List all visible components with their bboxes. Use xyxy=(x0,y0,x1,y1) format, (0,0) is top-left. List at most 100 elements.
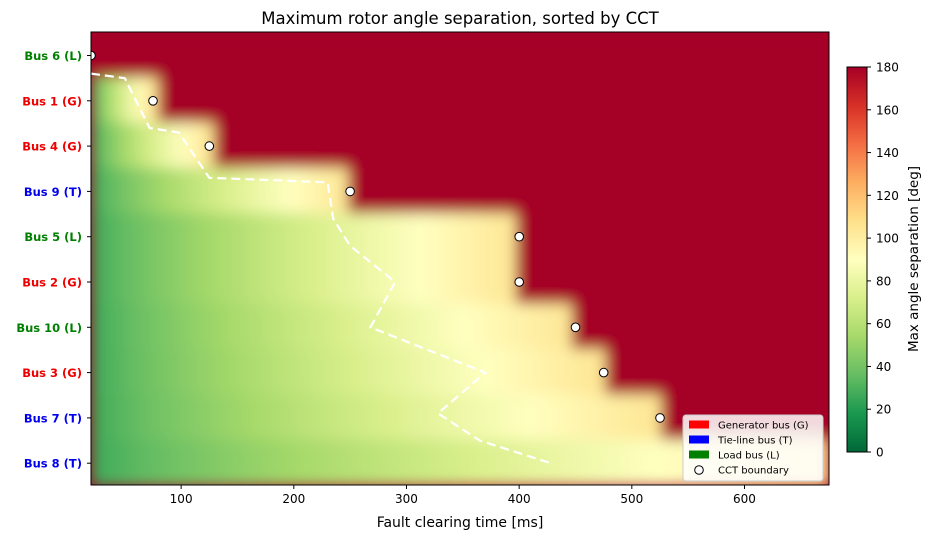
heat-cell xyxy=(214,394,226,442)
heat-cell xyxy=(638,167,651,216)
heat-cell xyxy=(504,77,517,125)
heat-cell xyxy=(348,32,360,80)
heat-cell xyxy=(739,77,752,125)
heat-cell xyxy=(135,32,148,80)
heat-cell xyxy=(214,348,226,397)
heat-cell xyxy=(269,303,282,351)
y-tick-label: Bus 4 (G) xyxy=(22,140,82,154)
heat-cell xyxy=(694,258,707,306)
heat-cell xyxy=(359,439,372,485)
heat-cell xyxy=(694,77,707,125)
heat-cell xyxy=(706,258,718,306)
heat-cell xyxy=(158,122,170,170)
heat-cell xyxy=(102,167,114,216)
heat-cell xyxy=(102,348,114,397)
heat-cell xyxy=(392,258,405,306)
heat-cell xyxy=(706,122,718,170)
heat-cell xyxy=(158,258,170,306)
heat-cell xyxy=(538,32,551,80)
heat-cell xyxy=(616,77,629,125)
heat-cell xyxy=(135,258,148,306)
heat-cell xyxy=(146,348,159,397)
heat-cell xyxy=(415,258,428,306)
heat-cell xyxy=(515,167,528,216)
heat-cell xyxy=(381,213,394,261)
heat-cell xyxy=(146,32,159,80)
heat-cell xyxy=(359,32,372,80)
heat-cell xyxy=(202,348,215,397)
heat-cell xyxy=(482,439,495,485)
heat-cell xyxy=(225,439,237,485)
heat-cell xyxy=(381,439,394,485)
heat-cell xyxy=(806,303,819,351)
heat-cell xyxy=(404,167,416,216)
heat-cell xyxy=(337,122,349,170)
heat-cell xyxy=(113,394,126,442)
heat-cell xyxy=(605,348,618,397)
heat-cell xyxy=(281,77,293,125)
heat-cell xyxy=(460,394,472,442)
heat-cell xyxy=(426,167,439,216)
heat-cell xyxy=(325,122,338,170)
heat-cell xyxy=(806,32,819,80)
heat-cell xyxy=(683,167,696,216)
y-tick-label: Bus 5 (L) xyxy=(24,230,82,244)
heat-cell xyxy=(191,32,204,80)
heat-cell xyxy=(370,394,383,442)
colorbar-tick-label: 100 xyxy=(876,232,899,246)
heat-cell xyxy=(493,348,506,397)
heat-cell xyxy=(169,122,182,170)
heat-cell xyxy=(202,439,215,485)
heat-cell xyxy=(784,32,797,80)
heat-cell xyxy=(460,439,472,485)
heat-cell xyxy=(180,348,193,397)
heat-cell xyxy=(113,303,126,351)
heat-cell xyxy=(672,122,685,170)
heat-cell xyxy=(214,439,226,485)
heat-cell xyxy=(437,32,450,80)
heat-cell xyxy=(158,348,170,397)
heat-cell xyxy=(370,439,383,485)
heat-cell xyxy=(158,77,170,125)
heat-cell xyxy=(113,258,126,306)
heat-cell xyxy=(471,213,483,261)
heat-cell xyxy=(437,348,450,397)
heat-cell xyxy=(303,32,316,80)
y-tick-label: Bus 2 (G) xyxy=(22,276,82,290)
x-tick-label: 300 xyxy=(395,492,418,506)
heat-cell xyxy=(717,77,729,125)
heat-cell xyxy=(515,122,528,170)
heat-cell xyxy=(269,439,282,485)
heat-cell xyxy=(325,167,338,216)
heat-cell xyxy=(482,303,495,351)
heat-cell xyxy=(348,258,360,306)
heat-cell xyxy=(292,122,305,170)
heat-cell xyxy=(761,348,774,397)
heat-cell xyxy=(694,303,707,351)
heat-cell xyxy=(269,213,282,261)
colorbar-tick-label: 160 xyxy=(876,103,899,117)
heat-cell xyxy=(337,303,349,351)
heat-cell xyxy=(113,167,126,216)
heat-cell xyxy=(638,32,651,80)
heat-cell xyxy=(202,394,215,442)
heat-cell xyxy=(448,258,461,306)
heat-cell xyxy=(437,122,450,170)
heat-cell xyxy=(493,258,506,306)
heat-cell xyxy=(191,122,204,170)
heat-cell xyxy=(594,213,606,261)
heat-cell xyxy=(560,348,573,397)
heat-cell xyxy=(303,122,316,170)
heat-cell xyxy=(694,32,707,80)
x-tick-label: 500 xyxy=(620,492,643,506)
heat-cell xyxy=(784,213,797,261)
colorbar-tick-label: 0 xyxy=(876,446,884,460)
heat-cell xyxy=(381,394,394,442)
heat-cell xyxy=(426,348,439,397)
heat-cell xyxy=(493,167,506,216)
heat-cell xyxy=(538,258,551,306)
heat-cell xyxy=(191,213,204,261)
heat-cell xyxy=(728,77,741,125)
heat-cell xyxy=(281,122,293,170)
heat-cell xyxy=(460,77,472,125)
